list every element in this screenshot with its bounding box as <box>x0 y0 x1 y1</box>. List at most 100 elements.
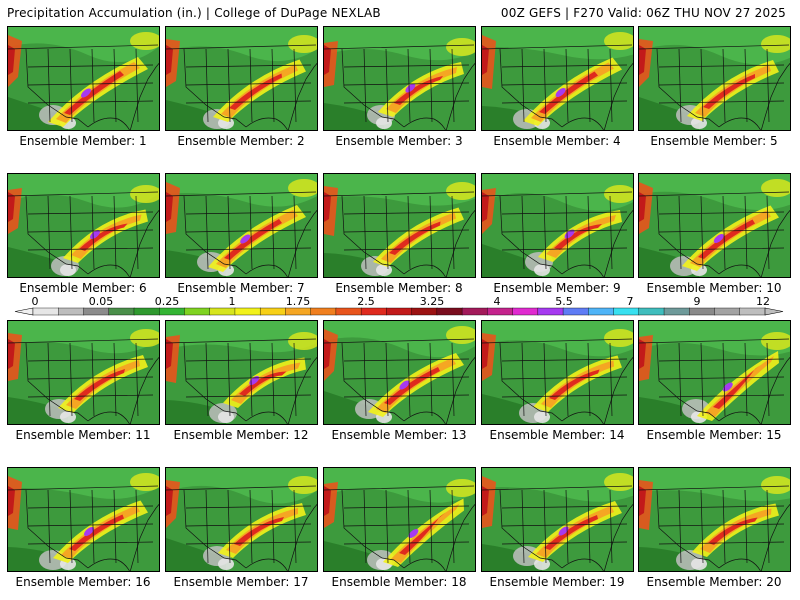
colorbar-swatch <box>83 307 110 316</box>
colorbar-swatch <box>285 307 312 316</box>
colorbar-tick-label: 3.25 <box>419 295 445 308</box>
colorbar-tick-label: 1.75 <box>285 295 311 308</box>
ensemble-member-map <box>638 320 791 425</box>
colorbar-swatch <box>537 307 564 316</box>
ensemble-member-label: Ensemble Member: 5 <box>650 134 778 148</box>
precip-map <box>166 321 317 424</box>
colorbar-tick-label: 0 <box>31 295 39 308</box>
ensemble-member-map <box>638 467 791 572</box>
colorbar-swatch <box>411 307 438 316</box>
precip-map <box>166 174 317 277</box>
ensemble-member-map <box>481 467 634 572</box>
colorbar-swatch <box>335 307 362 316</box>
ensemble-member-map <box>323 26 476 131</box>
colorbar-swatch <box>234 307 261 316</box>
colorbar-swatch <box>159 307 186 316</box>
colorbar-tick-label: 0.05 <box>88 295 114 308</box>
ensemble-member-map <box>7 173 160 278</box>
colorbar-swatch <box>310 307 337 316</box>
colorbar-swatch <box>209 307 236 316</box>
colorbar-swatch <box>32 307 59 316</box>
ensemble-member-label: Ensemble Member: 18 <box>331 575 467 589</box>
precip-map <box>482 321 633 424</box>
colorbar-swatch <box>638 307 665 316</box>
ensemble-member-label: Ensemble Member: 13 <box>331 428 467 442</box>
ensemble-member-label: Ensemble Member: 1 <box>19 134 147 148</box>
precip-map <box>482 174 633 277</box>
precip-map <box>324 174 475 277</box>
precip-map <box>166 468 317 571</box>
precip-map <box>166 27 317 130</box>
colorbar-swatch <box>259 307 287 316</box>
ensemble-member-label: Ensemble Member: 16 <box>15 575 151 589</box>
colorbar-tick-label: 9 <box>693 295 701 308</box>
ensemble-member-map <box>165 173 318 278</box>
colorbar-swatch <box>487 307 514 316</box>
ensemble-member-map <box>165 320 318 425</box>
ensemble-member-map <box>165 26 318 131</box>
colorbar-tick-label: 0.25 <box>154 295 180 308</box>
ensemble-member-map <box>638 26 791 131</box>
ensemble-member-label: Ensemble Member: 12 <box>173 428 309 442</box>
ensemble-member-label: Ensemble Member: 15 <box>646 428 782 442</box>
ensemble-member-map <box>638 173 791 278</box>
colorbar-swatch <box>386 307 413 316</box>
colorbar-tick-label: 7 <box>626 295 634 308</box>
precip-map <box>8 321 159 424</box>
colorbar-swatch <box>714 307 741 316</box>
colorbar-tick-label: 5.5 <box>555 295 573 308</box>
colorbar-tick-label: 1 <box>228 295 236 308</box>
precip-map <box>482 27 633 130</box>
precipitation-colorbar: 0 0.05 0.25 1 1.75 2.5 3.25 4 5.5 7 9 12 <box>0 295 800 318</box>
ensemble-member-label: Ensemble Member: 14 <box>489 428 625 442</box>
ensemble-member-label: Ensemble Member: 6 <box>19 281 147 295</box>
colorbar-swatch <box>588 307 615 316</box>
colorbar-swatch <box>184 307 211 316</box>
ensemble-member-label: Ensemble Member: 20 <box>646 575 782 589</box>
precip-map <box>8 27 159 130</box>
colorbar-swatch <box>58 307 85 316</box>
ensemble-member-label: Ensemble Member: 11 <box>15 428 151 442</box>
model-run-info: 00Z GEFS | F270 Valid: 06Z THU NOV 27 20… <box>500 6 786 20</box>
ensemble-member-label: Ensemble Member: 8 <box>335 281 463 295</box>
ensemble-member-label: Ensemble Member: 4 <box>493 134 621 148</box>
colorbar-scale <box>14 307 784 316</box>
colorbar-swatch <box>663 307 690 316</box>
ensemble-member-map <box>323 173 476 278</box>
precip-map <box>639 27 790 130</box>
colorbar-swatch <box>613 307 640 316</box>
colorbar-swatch <box>512 307 539 316</box>
ensemble-member-map <box>323 320 476 425</box>
ensemble-member-label: Ensemble Member: 2 <box>177 134 305 148</box>
precip-map <box>324 27 475 130</box>
colorbar-tick-label: 12 <box>756 295 770 308</box>
colorbar-right-arrow <box>764 307 784 316</box>
precip-map <box>639 321 790 424</box>
precip-map <box>482 468 633 571</box>
colorbar-swatch <box>108 307 135 316</box>
ensemble-member-map <box>7 467 160 572</box>
precip-map <box>324 468 475 571</box>
precip-map <box>8 468 159 571</box>
ensemble-member-label: Ensemble Member: 9 <box>493 281 621 295</box>
ensemble-member-label: Ensemble Member: 10 <box>646 281 782 295</box>
precip-map <box>324 321 475 424</box>
ensemble-member-map <box>481 173 634 278</box>
ensemble-member-map <box>481 26 634 131</box>
precip-map <box>639 468 790 571</box>
precip-map <box>639 174 790 277</box>
colorbar-swatch <box>689 307 716 316</box>
precip-map <box>8 174 159 277</box>
ensemble-member-label: Ensemble Member: 19 <box>489 575 625 589</box>
colorbar-left-arrow <box>14 307 34 316</box>
colorbar-swatch <box>562 307 590 316</box>
ensemble-member-map <box>165 467 318 572</box>
ensemble-member-label: Ensemble Member: 3 <box>335 134 463 148</box>
colorbar-tick-label: 4 <box>493 295 501 308</box>
ensemble-member-label: Ensemble Member: 17 <box>173 575 309 589</box>
ensemble-member-map <box>481 320 634 425</box>
colorbar-tick-label: 2.5 <box>357 295 375 308</box>
colorbar-swatch <box>436 307 463 316</box>
ensemble-member-map <box>7 320 160 425</box>
map-title: Precipitation Accumulation (in.) | Colle… <box>7 6 381 20</box>
